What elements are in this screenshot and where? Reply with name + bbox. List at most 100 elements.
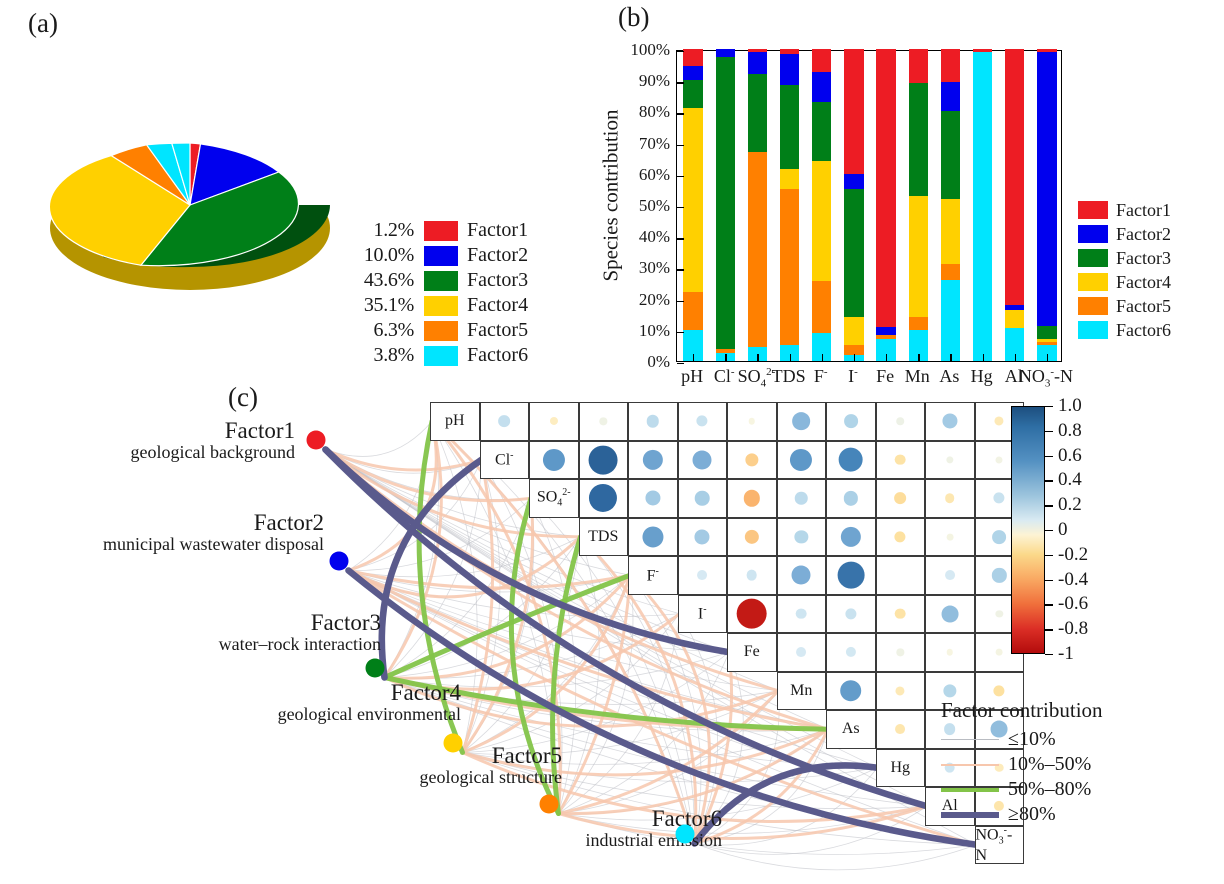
matrix-bubble: [837, 561, 865, 589]
network-edge: [628, 573, 711, 845]
matrix-bubble: [995, 610, 1003, 618]
colorbar-tick-label: 0.2: [1058, 494, 1082, 516]
network-edge: [384, 536, 581, 678]
matrix-bubble: [790, 448, 813, 471]
bar-segment-Factor5: [876, 334, 896, 340]
network-edge: [557, 727, 830, 816]
network-edge: [461, 751, 929, 823]
bar-Hg: [972, 49, 993, 361]
bar-legend-item: Factor2: [1078, 222, 1171, 246]
panel-a-pie-chart: (a): [0, 0, 600, 370]
matrix-bubble: [645, 490, 661, 506]
factor-node-factor6[interactable]: [675, 824, 695, 844]
matrix-cell: [925, 517, 975, 556]
bar-xlabel-pH: pH: [681, 366, 704, 386]
network-edge: [550, 534, 583, 816]
bar-legend-swatch: [1078, 297, 1108, 315]
matrix-bubble: [845, 647, 856, 658]
matrix-cell: [925, 440, 975, 479]
bar-segment-Factor1: [940, 49, 961, 82]
pie-legend-label: Factor5: [467, 319, 529, 341]
matrix-bubble: [743, 490, 760, 507]
colorbar-tick-mark: [1045, 654, 1053, 656]
network-edge: [462, 728, 829, 765]
matrix-bubble: [845, 608, 857, 620]
bar-segment-Factor6: [1037, 345, 1057, 361]
factor-node-factor1[interactable]: [306, 430, 326, 450]
matrix-label-text: I-: [697, 604, 707, 623]
fc-legend-item: 10%–50%: [941, 752, 1103, 777]
bar-segment-Factor4: [683, 108, 703, 293]
bar-xlabel-TDS: TDS: [771, 366, 806, 386]
matrix-bubble: [692, 450, 712, 470]
matrix-bubble: [896, 648, 904, 656]
bar-Cl: [715, 49, 735, 361]
factor-node-factor3[interactable]: [365, 658, 385, 678]
pie-legend-percent: 3.8%: [373, 344, 415, 366]
colorbar-tick-label: 0.6: [1058, 444, 1082, 466]
matrix-label-text: Al: [941, 797, 958, 815]
pie-legend-swatch: [424, 320, 458, 341]
matrix-cell: [529, 402, 579, 441]
bar-segment-Factor1: [747, 49, 768, 53]
network-edge: [325, 449, 631, 576]
bar-ytick: 0%: [647, 352, 670, 371]
bar-segment-Factor6: [908, 329, 928, 361]
bar-segment-Factor2: [1005, 304, 1025, 310]
colorbar-tick-label: -1: [1058, 643, 1074, 664]
matrix-bubble: [994, 801, 1005, 812]
factor-label-factor3: Factor3 water–rock interaction: [219, 611, 381, 653]
bar-ytick: 100%: [630, 40, 670, 59]
network-edge: [383, 676, 780, 728]
bar-plot-area: [676, 49, 1062, 365]
bar-ytick: 30%: [638, 258, 670, 278]
network-edge: [324, 448, 483, 472]
matrix-bubble: [843, 491, 858, 506]
factor-subtitle: water–rock interaction: [218, 633, 381, 654]
factor-node-factor5[interactable]: [539, 794, 559, 814]
network-edge: [580, 536, 695, 844]
matrix-cell: [776, 517, 826, 556]
bar-ytick-mark: [677, 269, 684, 271]
panel-c-network-correlation: (c) Factor1 geological background Factor…: [0, 380, 1224, 884]
bar-I: [844, 49, 864, 361]
matrix-cell: [776, 556, 826, 595]
matrix-bubble: [946, 533, 954, 541]
matrix-cell: [727, 440, 777, 479]
bar-xtick-mark: [725, 354, 727, 361]
factor-node-factor2[interactable]: [329, 551, 349, 571]
bar-segment-Factor5: [715, 348, 735, 354]
colorbar-tick-mark: [1045, 554, 1053, 557]
matrix-bubble: [843, 414, 858, 429]
matrix-bubble: [944, 570, 955, 581]
factor-node-factor4[interactable]: [443, 733, 463, 753]
bar-ytick-mark: [677, 331, 684, 334]
matrix-diagonal-label-As: As: [826, 710, 876, 749]
bar-xtick-mark: [918, 354, 920, 361]
pie-legend-swatch: [424, 220, 458, 241]
bar-segment-Factor1: [779, 49, 800, 54]
bar-segment-Factor2: [940, 81, 961, 112]
matrix-cell: [826, 440, 876, 479]
bar-segment-Factor1: [972, 49, 993, 52]
bar-xlabel-Al: Al: [1004, 366, 1023, 386]
bar-ytick-mark: [677, 113, 684, 115]
bar-x-tick-labels: pH Cl- SO42- TDS F- I- Fe Mn As Hg Al NO3--N: [676, 364, 1073, 392]
network-edge: [557, 804, 929, 840]
fc-line-ge80: [941, 811, 999, 818]
matrix-bubble: [794, 530, 808, 544]
bar-segment-Factor3: [812, 102, 832, 162]
colorbar-tick-label: 1.0: [1058, 395, 1082, 416]
bar-segment-Factor3: [683, 80, 703, 109]
matrix-cell: [875, 402, 925, 441]
bar-segment-Factor2: [812, 72, 832, 103]
bar-segment-Factor5: [747, 151, 768, 347]
network-edge: [461, 573, 632, 754]
bar-segment-Factor4: [940, 198, 961, 265]
bar-pH: [683, 49, 703, 361]
bar-segment-Factor2: [1037, 51, 1057, 327]
bar-ytick: 50%: [638, 196, 670, 215]
bar-NO3N: [1037, 49, 1057, 361]
network-edge: [348, 497, 532, 571]
pie-legend-item: 10.0% Factor2: [352, 243, 528, 268]
